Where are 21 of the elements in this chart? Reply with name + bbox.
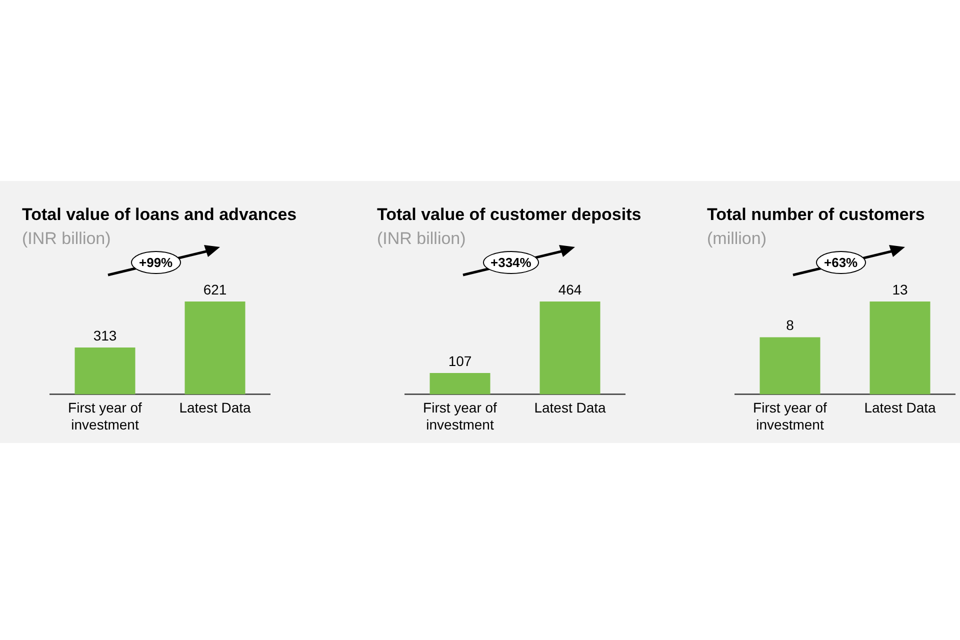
chart-title: Total number of customers (707, 205, 925, 225)
chart-subtitle: (million) (707, 229, 766, 249)
chart-title: Total value of loans and advances (22, 205, 297, 225)
x-tick-label: First year of investment (68, 400, 142, 432)
x-tick-label: Latest Data (534, 400, 606, 416)
text: +63% (816, 251, 866, 274)
data-label: 464 (558, 281, 582, 298)
data-label: 107 (448, 352, 472, 369)
x-tick-label: Latest Data (864, 400, 936, 416)
x-tick-label: First year of investment (753, 400, 828, 432)
text: +99% (131, 251, 181, 274)
chart-title: Total value of customer deposits (377, 205, 642, 225)
text: +334% (482, 251, 540, 274)
data-label: 8 (786, 317, 794, 334)
data-label: 621 (203, 281, 227, 298)
chart-subtitle: (INR billion) (22, 229, 111, 249)
data-label: 13 (892, 281, 908, 298)
x-tick-label: First year of investment (423, 400, 498, 432)
x-tick-label: Latest Data (179, 400, 252, 416)
chart-subtitle: (INR billion) (377, 229, 466, 249)
data-label: 313 (93, 327, 117, 344)
